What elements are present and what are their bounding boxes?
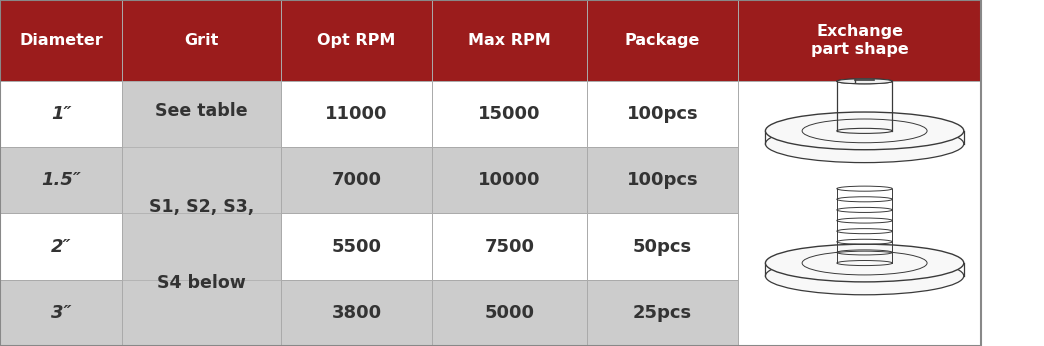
Text: 100pcs: 100pcs — [626, 171, 698, 190]
Text: 3″: 3″ — [51, 303, 71, 322]
Bar — [0, 81, 122, 147]
Bar — [738, 81, 981, 346]
Text: 7500: 7500 — [484, 237, 535, 256]
Text: Opt RPM: Opt RPM — [317, 33, 396, 48]
Bar — [432, 280, 587, 346]
Bar — [587, 280, 738, 346]
Ellipse shape — [765, 125, 964, 163]
Bar — [122, 0, 281, 81]
Text: 1″: 1″ — [51, 105, 71, 124]
Bar — [432, 213, 587, 280]
Bar — [587, 0, 738, 81]
Text: Exchange
part shape: Exchange part shape — [811, 24, 908, 57]
Ellipse shape — [837, 79, 893, 84]
Bar — [587, 81, 738, 147]
Text: 1.5″: 1.5″ — [41, 171, 81, 190]
Text: 2″: 2″ — [51, 237, 71, 256]
Ellipse shape — [837, 79, 893, 84]
Text: 25pcs: 25pcs — [633, 303, 692, 322]
Ellipse shape — [765, 257, 964, 295]
Text: 5000: 5000 — [484, 303, 535, 322]
Bar — [587, 213, 738, 280]
Ellipse shape — [765, 244, 964, 282]
Bar — [122, 81, 281, 346]
Text: 50pcs: 50pcs — [633, 237, 692, 256]
Bar — [281, 81, 432, 147]
Text: S1, S2, S3,: S1, S2, S3, — [149, 198, 254, 216]
Text: See table: See table — [156, 102, 247, 120]
Text: 5500: 5500 — [332, 237, 381, 256]
Bar — [281, 280, 432, 346]
Text: 11000: 11000 — [326, 105, 387, 124]
Bar — [281, 213, 432, 280]
Bar — [0, 213, 122, 280]
Bar — [432, 147, 587, 213]
Text: 3800: 3800 — [331, 303, 382, 322]
Text: S4 below: S4 below — [157, 274, 246, 292]
Bar — [281, 0, 432, 81]
Bar — [587, 147, 738, 213]
Text: 100pcs: 100pcs — [626, 105, 698, 124]
Text: 15000: 15000 — [478, 105, 541, 124]
Text: 10000: 10000 — [478, 171, 541, 190]
Bar — [0, 0, 122, 81]
Ellipse shape — [765, 112, 964, 150]
Bar — [432, 81, 587, 147]
Bar — [738, 0, 981, 81]
Text: Package: Package — [624, 33, 701, 48]
Text: Grit: Grit — [185, 33, 218, 48]
Text: 7000: 7000 — [332, 171, 381, 190]
Bar — [281, 147, 432, 213]
Text: Max RPM: Max RPM — [468, 33, 551, 48]
Bar — [0, 147, 122, 213]
Bar — [0, 280, 122, 346]
Bar — [432, 0, 587, 81]
Text: Diameter: Diameter — [19, 33, 103, 48]
